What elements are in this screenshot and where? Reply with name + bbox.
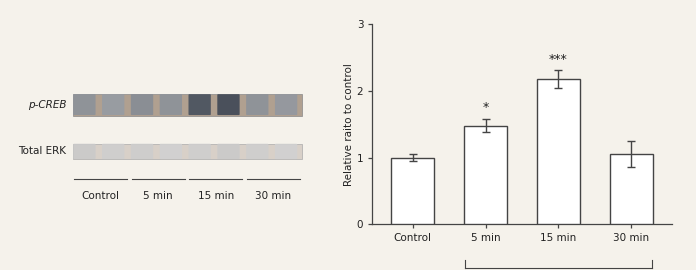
FancyBboxPatch shape — [102, 144, 125, 159]
Text: 30 min: 30 min — [255, 191, 292, 201]
FancyBboxPatch shape — [275, 144, 297, 159]
FancyBboxPatch shape — [72, 144, 301, 159]
FancyBboxPatch shape — [159, 144, 182, 159]
Bar — [610, 154, 654, 224]
Bar — [464, 126, 507, 224]
FancyBboxPatch shape — [73, 94, 95, 115]
FancyBboxPatch shape — [246, 144, 269, 159]
FancyBboxPatch shape — [189, 94, 211, 115]
Text: Total ERK: Total ERK — [18, 146, 66, 156]
Bar — [537, 79, 580, 224]
FancyBboxPatch shape — [159, 94, 182, 115]
FancyBboxPatch shape — [131, 144, 153, 159]
Text: 15 min: 15 min — [198, 191, 234, 201]
FancyBboxPatch shape — [102, 94, 125, 115]
Text: 5 min: 5 min — [143, 191, 173, 201]
Text: p-CREB: p-CREB — [28, 100, 66, 110]
Text: Control: Control — [81, 191, 120, 201]
FancyBboxPatch shape — [72, 94, 301, 116]
FancyBboxPatch shape — [246, 94, 269, 115]
Text: ***: *** — [549, 53, 568, 66]
FancyBboxPatch shape — [217, 144, 239, 159]
FancyBboxPatch shape — [275, 94, 297, 115]
FancyBboxPatch shape — [189, 144, 211, 159]
FancyBboxPatch shape — [131, 94, 153, 115]
FancyBboxPatch shape — [73, 144, 95, 159]
FancyBboxPatch shape — [217, 94, 239, 115]
Text: *: * — [482, 101, 489, 114]
Bar — [390, 157, 434, 224]
Y-axis label: Relative raito to control: Relative raito to control — [344, 63, 354, 186]
